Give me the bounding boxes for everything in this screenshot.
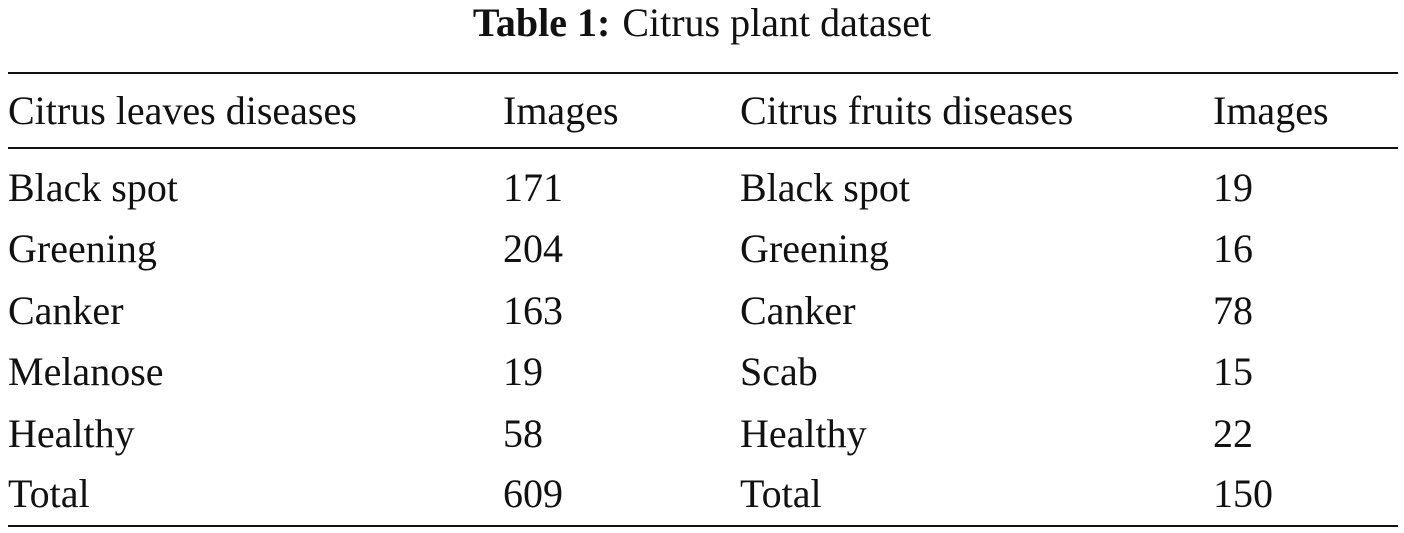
table-cell: 78 [1213, 288, 1253, 333]
column-header: Images [1213, 88, 1329, 133]
bottom-rule [8, 525, 1398, 527]
top-rule [8, 72, 1398, 74]
table-title: Citrus plant dataset [622, 0, 932, 45]
table-cell: Black spot [740, 165, 910, 210]
column-header: Citrus leaves diseases [8, 88, 357, 133]
table-cell: 19 [503, 349, 543, 394]
table-cell: Melanose [8, 349, 164, 394]
column-header: Citrus fruits diseases [740, 88, 1074, 133]
table-cell: Greening [8, 226, 157, 271]
total-cell: Total [8, 471, 90, 516]
table-cell: Greening [740, 226, 889, 271]
header-rule [8, 147, 1398, 149]
table-cell: Healthy [740, 411, 867, 456]
table-cell: 22 [1213, 411, 1253, 456]
table-label: Table 1: [472, 0, 611, 45]
table-cell: Canker [8, 288, 124, 333]
table-cell: 204 [503, 226, 563, 271]
table-cell: 171 [503, 165, 563, 210]
total-cell: Total [740, 471, 822, 516]
table-cell: 58 [503, 411, 543, 456]
table-caption: Table 1: Citrus plant dataset [0, 0, 1404, 46]
table-cell: 16 [1213, 226, 1253, 271]
table-cell: Black spot [8, 165, 178, 210]
column-header: Images [503, 88, 619, 133]
table-cell: 19 [1213, 165, 1253, 210]
table-cell: Scab [740, 349, 818, 394]
table-cell: Canker [740, 288, 856, 333]
table-cell: 15 [1213, 349, 1253, 394]
table-cell: Healthy [8, 411, 135, 456]
total-cell: 609 [503, 471, 563, 516]
total-cell: 150 [1213, 471, 1273, 516]
table-cell: 163 [503, 288, 563, 333]
